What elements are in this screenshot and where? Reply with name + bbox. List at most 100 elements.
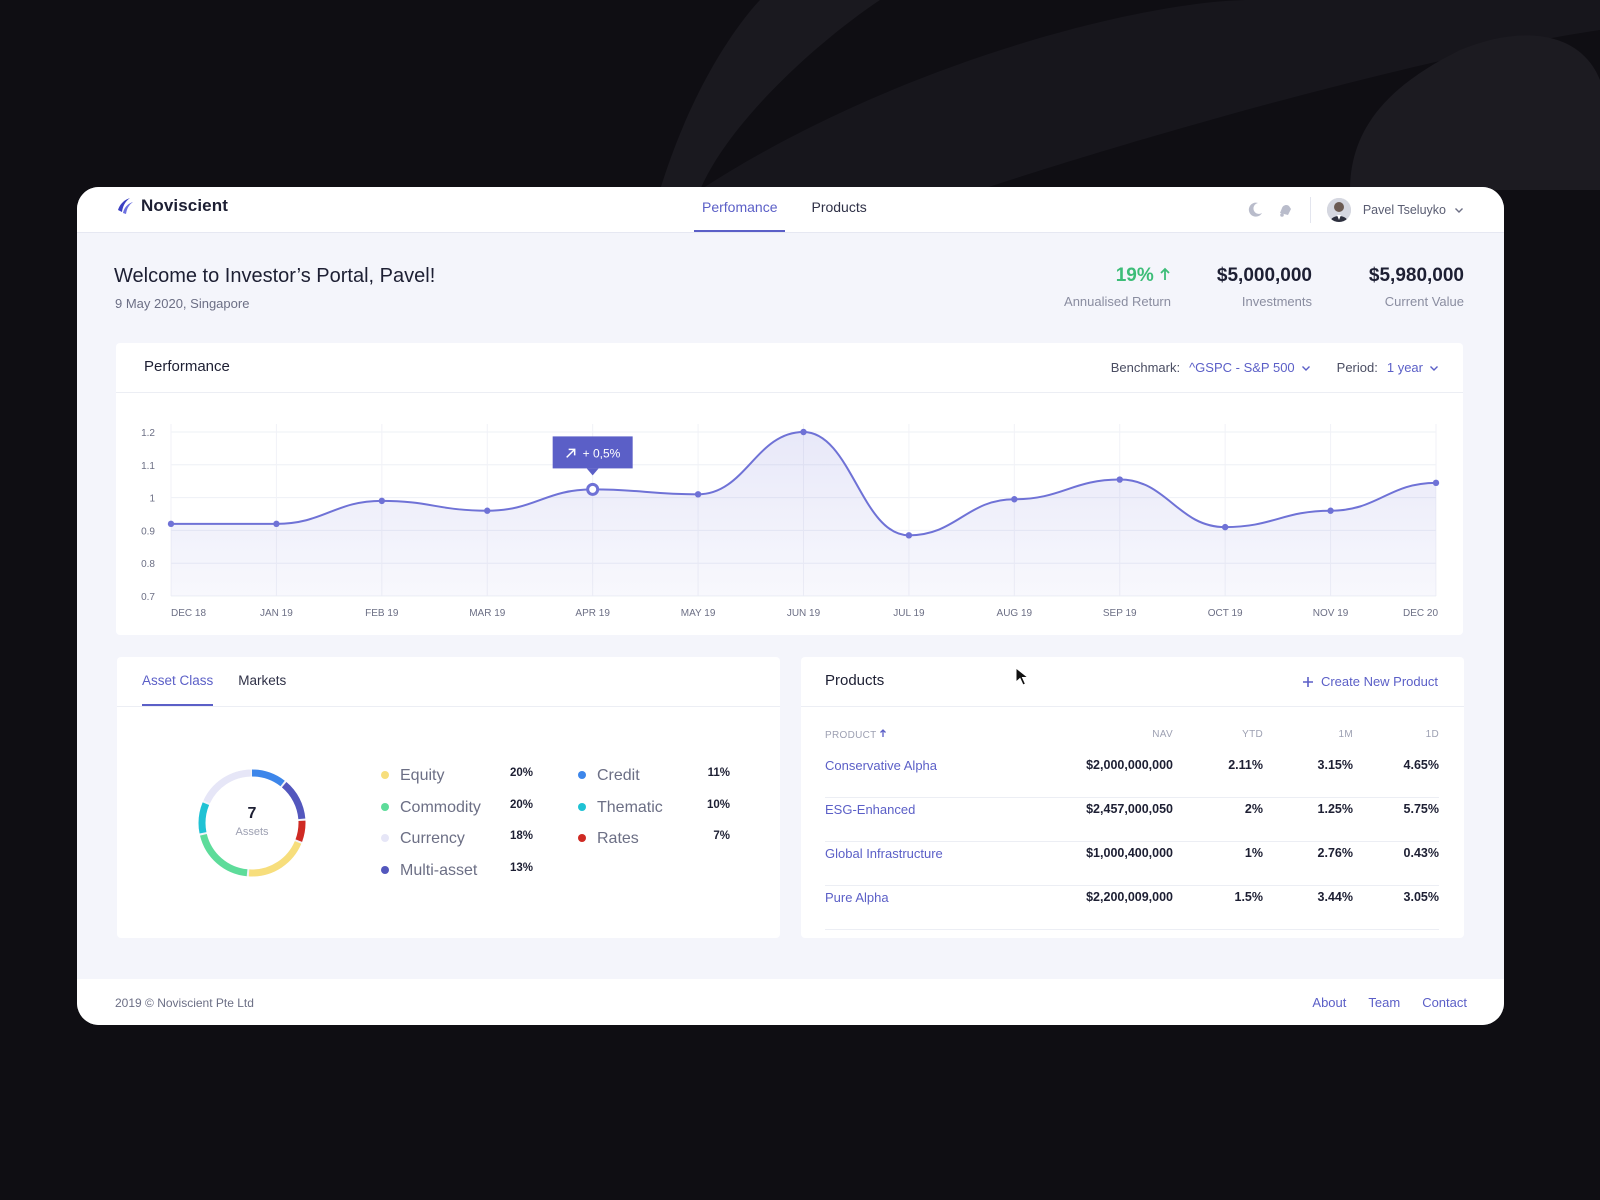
asset-card-header: Asset Class Markets	[117, 657, 780, 707]
performance-chart[interactable]: 0.7 0.8 0.9 1 1.1 1.2 DEC 18 JAN 19 FEB 19 MAR 19…	[116, 393, 1463, 635]
y-tick-label: 0.7	[141, 592, 155, 603]
product-1d: 0.43%	[1403, 846, 1439, 860]
product-nav: $2,457,000,050	[1086, 802, 1173, 816]
donut-segment-thematic[interactable]	[198, 769, 306, 877]
column-header-1m[interactable]: 1M	[1338, 729, 1353, 740]
nav-tab-products[interactable]: Products	[811, 199, 867, 215]
tooltip-text: + 0,5%	[583, 446, 621, 460]
moon-icon[interactable]	[1244, 199, 1266, 221]
product-name-link[interactable]: Conservative Alpha	[825, 758, 938, 773]
divider	[1309, 196, 1311, 223]
user-name[interactable]: Pavel Tseluyko	[1362, 202, 1446, 217]
app-logo[interactable]: Noviscient	[115, 196, 228, 216]
data-point[interactable]	[378, 497, 386, 505]
data-point[interactable]	[1432, 479, 1440, 487]
data-point[interactable]	[905, 532, 913, 539]
asset-class-card: Asset Class Markets 7 Assets Equity 20% Co…	[117, 657, 780, 938]
product-1d: 4.65%	[1403, 758, 1439, 772]
legend-value: 10%	[706, 798, 730, 811]
arrow-up-icon	[1160, 267, 1170, 280]
stat-current-value: $5,980,000 Current Value	[1369, 265, 1464, 309]
period-select[interactable]: 1 year	[1386, 360, 1423, 375]
data-point[interactable]	[167, 520, 175, 528]
column-header-nav[interactable]: NAV	[1152, 729, 1173, 740]
benchmark-label: Benchmark:	[1110, 360, 1181, 375]
x-tick-label: AUG 19	[997, 608, 1033, 619]
data-point[interactable]	[1011, 496, 1018, 503]
product-name-link[interactable]: ESG-Enhanced	[825, 802, 916, 817]
y-tick-label: 1	[149, 494, 155, 505]
footer: 2019 © Noviscient Pte Ltd About Team Con…	[77, 979, 1504, 1025]
table-row[interactable]: Pure Alpha $2,200,009,000 1.5% 3.44% 3.0…	[825, 885, 1439, 930]
data-point[interactable]	[1221, 523, 1229, 531]
tab-markets[interactable]: Markets	[238, 673, 287, 688]
data-point[interactable]	[1116, 476, 1123, 483]
x-tick-label: JUN 19	[787, 608, 821, 619]
benchmark-select[interactable]: ^GSPC - S&P 500	[1189, 360, 1295, 375]
table-row[interactable]: ESG-Enhanced $2,457,000,050 2% 1.25% 5.7…	[825, 797, 1439, 842]
asset-donut-chart	[198, 769, 306, 877]
top-bar: Noviscient Perfomance Products Pavel Tse…	[77, 187, 1504, 233]
legend-dot	[381, 802, 389, 811]
product-name-link[interactable]: Global Infrastructure	[825, 846, 943, 861]
investor-portal-window: Noviscient Perfomance Products Pavel Tse…	[77, 187, 1504, 1025]
footer-link-contact[interactable]: Contact	[1422, 995, 1467, 1010]
product-nav: $2,200,009,000	[1086, 890, 1173, 904]
legend-dot	[381, 865, 389, 874]
main-nav: Perfomance Products	[694, 187, 893, 232]
column-header-product[interactable]: PRODUCT	[825, 729, 887, 741]
legend-item-currency: Currency 18%	[381, 829, 533, 849]
donut-segment-credit[interactable]	[198, 769, 306, 877]
plus-icon	[1302, 676, 1313, 687]
product-1d: 5.75%	[1403, 802, 1439, 816]
chart-tooltip: + 0,5%	[552, 436, 633, 476]
performance-title: Performance	[144, 358, 230, 375]
bell-icon[interactable]	[1274, 199, 1296, 221]
legend-dot	[578, 834, 586, 842]
chevron-down-icon[interactable]	[1301, 363, 1311, 373]
chevron-down-icon[interactable]	[1454, 205, 1464, 215]
x-tick-label: APR 19	[575, 608, 610, 619]
product-1m: 1.25%	[1317, 802, 1353, 816]
legend-dot	[578, 802, 586, 811]
legend-item-multi-asset: Multi-asset 13%	[381, 861, 533, 881]
app-name: Noviscient	[141, 196, 228, 215]
create-new-product-button[interactable]: Create New Product	[1302, 674, 1438, 689]
donut-segment-rates[interactable]	[198, 769, 306, 877]
avatar[interactable]	[1326, 197, 1351, 222]
legend-label: Currency	[400, 830, 465, 847]
product-1m: 2.76%	[1317, 846, 1353, 860]
stat-label: Investments	[1241, 294, 1312, 309]
legend-label: Thematic	[597, 798, 663, 816]
footer-link-team[interactable]: Team	[1368, 995, 1401, 1010]
table-row[interactable]: Global Infrastructure $1,000,400,000 1% …	[825, 841, 1439, 886]
tab-asset-class[interactable]: Asset Class	[142, 657, 214, 706]
create-new-product-label: Create New Product	[1320, 674, 1438, 689]
product-ytd: 2%	[1244, 802, 1263, 816]
stat-value: $5,980,000	[1368, 265, 1464, 286]
sort-arrow-up-icon	[880, 729, 887, 737]
product-name-link[interactable]: Pure Alpha	[825, 890, 889, 905]
legend-item-rates: Rates 7%	[578, 829, 730, 849]
donut-segment-equity[interactable]	[198, 769, 306, 877]
data-point[interactable]	[1327, 507, 1334, 514]
data-point[interactable]	[694, 491, 702, 498]
legend-value: 18%	[509, 830, 533, 842]
stat-label: Current Value	[1384, 294, 1464, 309]
y-tick-label: 1.2	[141, 428, 155, 439]
data-point[interactable]	[484, 507, 491, 514]
column-header-ytd[interactable]: YTD	[1242, 729, 1263, 740]
product-ytd: 2.11%	[1228, 758, 1263, 772]
chevron-down-icon[interactable]	[1429, 363, 1439, 373]
legend-item-commodity: Commodity 20%	[381, 798, 533, 818]
nav-tab-performance[interactable]: Perfomance	[694, 187, 786, 232]
column-header-1d[interactable]: 1D	[1425, 729, 1439, 740]
footer-link-about[interactable]: About	[1312, 995, 1347, 1010]
mouse-cursor-icon	[1015, 667, 1030, 686]
x-tick-label: DEC 18	[171, 608, 206, 619]
data-point[interactable]	[273, 520, 280, 528]
data-point[interactable]	[800, 428, 807, 436]
table-row[interactable]: Conservative Alpha $2,000,000,000 2.11% …	[825, 753, 1439, 798]
data-point[interactable]	[586, 482, 600, 496]
